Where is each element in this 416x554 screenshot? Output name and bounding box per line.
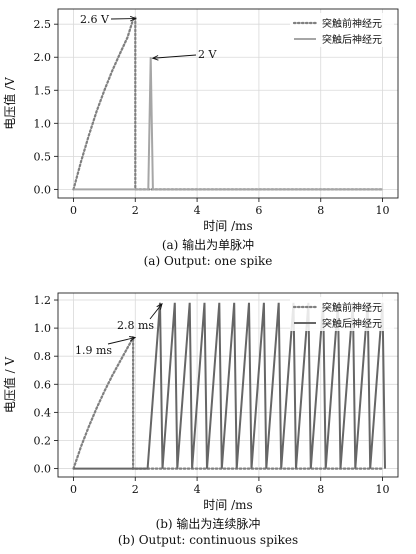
x-tick-label: 2 [132, 483, 139, 496]
x-tick-label: 4 [194, 204, 201, 217]
y-tick-label: 0.2 [34, 434, 52, 447]
annotation-arrow [152, 54, 197, 59]
caption-b-chinese: (b) 输出为连续脉冲 [155, 517, 261, 531]
annotation-label: 2.8 ms [117, 319, 154, 332]
caption-a-chinese: (a) 输出为单脉冲 [161, 238, 255, 252]
series-line-presynaptic [72, 16, 384, 191]
annotation-arrow [149, 303, 163, 320]
y-tick-label: 2.5 [34, 18, 52, 31]
y-tick-label: 0.8 [34, 350, 52, 363]
annotation-arrowhead [129, 336, 137, 342]
y-tick-label: 1.0 [34, 322, 52, 335]
caption-a-english: (a) Output: one spike [143, 254, 273, 268]
y-tick-label: 0.6 [34, 378, 52, 391]
x-tick-label: 0 [70, 204, 77, 217]
series-line-presynaptic [72, 336, 384, 470]
y-tick-label: 1.2 [34, 294, 52, 307]
annotation-label: 1.9 ms [75, 344, 112, 357]
annotation-label: 2 V [198, 48, 217, 61]
y-tick-label: 0.5 [34, 150, 52, 163]
x-tick-label: 2 [132, 204, 139, 217]
series-line-postsynaptic [73, 57, 383, 191]
x-tick-label: 10 [376, 483, 390, 496]
y-tick-label: 1.5 [34, 84, 52, 97]
x-tick-label: 4 [194, 483, 201, 496]
annotation-arrow [107, 337, 136, 345]
legend-box [290, 297, 394, 331]
caption-b-english: (b) Output: continuous spikes [117, 533, 299, 547]
x-axis-label: 时间 /ms [203, 498, 252, 512]
y-tick-label: 0.0 [34, 183, 52, 196]
x-tick-label: 0 [70, 483, 77, 496]
y-tick-label: 0.0 [34, 463, 52, 476]
x-tick-label: 6 [255, 483, 262, 496]
legend-label: 突触前神经元 [322, 17, 382, 30]
plot-frame [57, 8, 399, 199]
legend-label: 突触后神经元 [322, 33, 382, 46]
y-tick-label: 1.0 [34, 117, 52, 130]
x-axis-label: 时间 /ms [203, 219, 252, 233]
annotation-arrowhead [130, 15, 137, 22]
y-tick-label: 0.4 [34, 406, 52, 419]
chart-b: 0 2 4 6 8 10 0.0 0.2 0.4 0.6 0.8 1.0 1.2 时间 /ms 电压值 / … [2, 292, 399, 512]
annotation-label: 2.6 V [80, 13, 110, 26]
legend-box [290, 13, 394, 47]
annotation-arrowhead [151, 55, 159, 61]
legend-label: 突触前神经元 [322, 301, 382, 314]
x-tick-label: 10 [376, 204, 390, 217]
x-tick-label: 8 [317, 204, 324, 217]
x-tick-label: 6 [255, 204, 262, 217]
series-line-postsynaptic [73, 302, 386, 470]
chart-a: 0 2 4 6 8 10 0.0 0.5 1.0 1.5 2.0 2.5 时间 /ms 电压值 /V 2.6… [2, 8, 399, 233]
annotation-arrowhead [156, 302, 163, 310]
y-tick-label: 2.0 [34, 51, 52, 64]
plot-frame [57, 292, 399, 478]
y-axis-label: 电压值 / V [2, 356, 17, 413]
y-axis-label: 电压值 /V [2, 77, 17, 130]
legend-label: 突触后神经元 [322, 317, 382, 330]
x-tick-label: 8 [317, 483, 324, 496]
